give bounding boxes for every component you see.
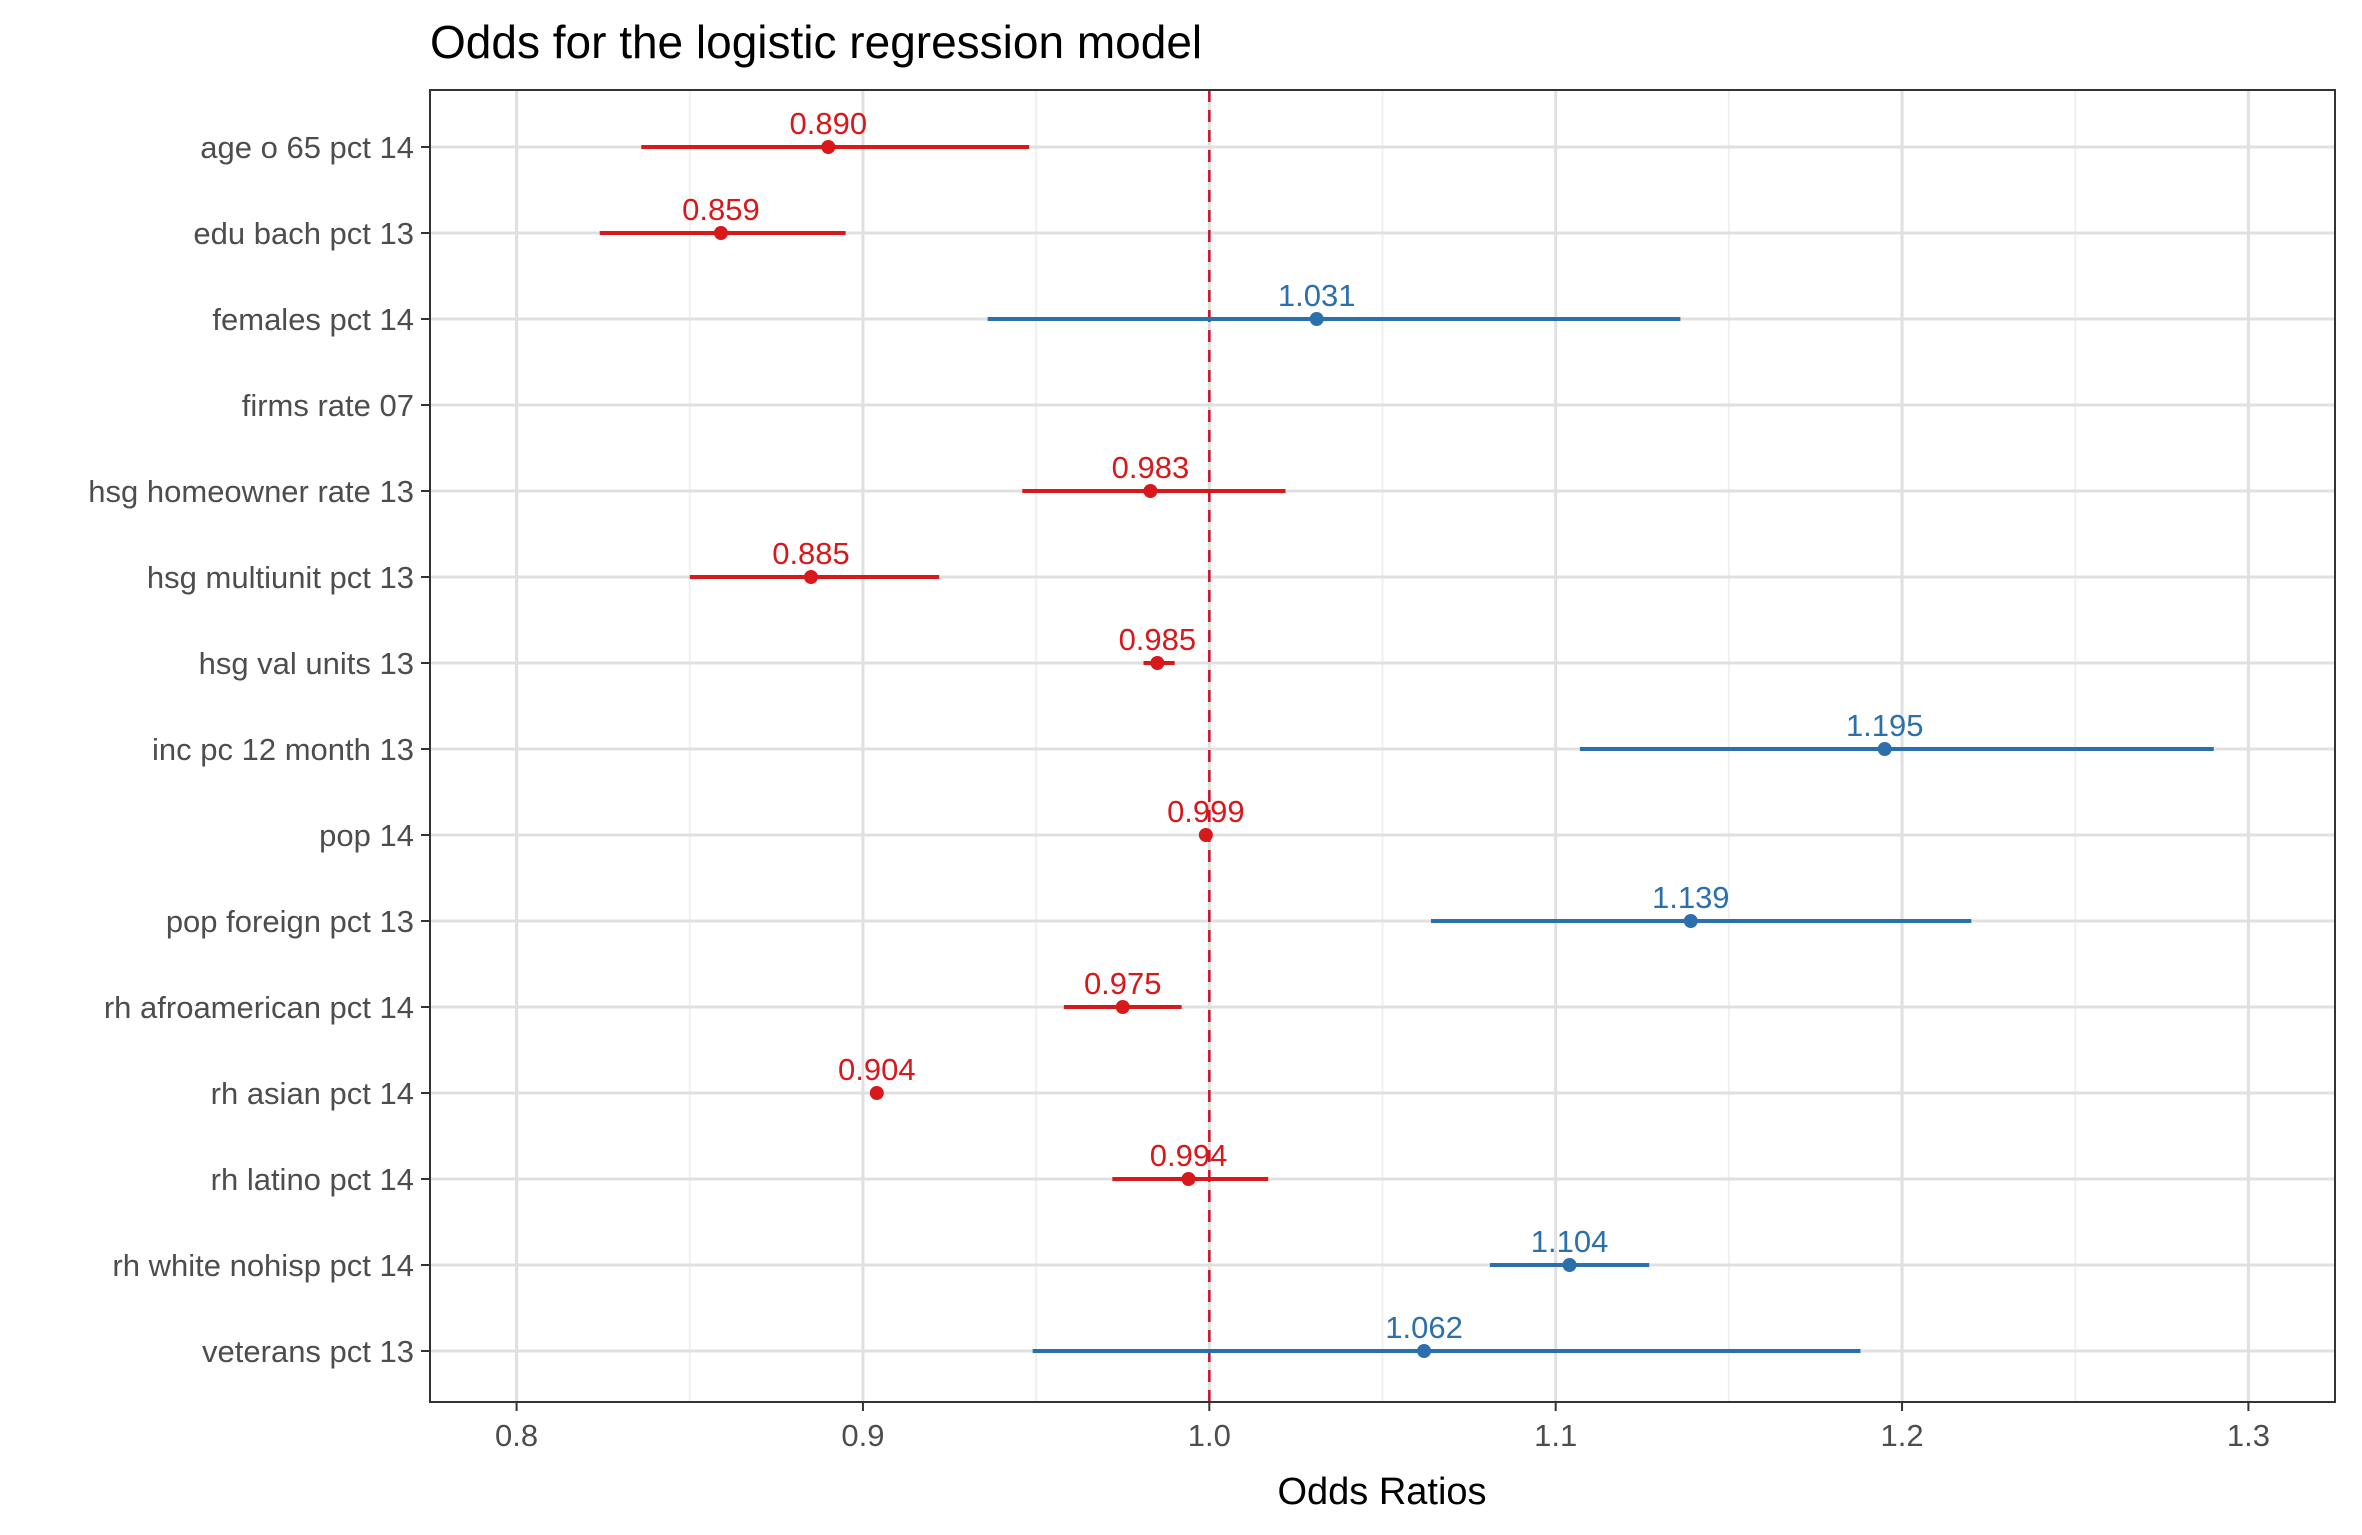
estimate-point (1143, 484, 1158, 498)
y-axis: age o 65 pct 14 edu bach pct 13 females pc… (88, 130, 430, 1369)
x-tick-label: 0.8 (495, 1418, 538, 1453)
estimate-label: 0.999 (1167, 794, 1245, 829)
y-tick-label: firms rate 07 (242, 388, 414, 423)
y-tick-label: veterans pct 13 (202, 1334, 414, 1369)
estimate-point (821, 140, 836, 154)
estimate-label: 1.104 (1531, 1224, 1609, 1259)
x-axis: 0.8 0.9 1.0 1.1 1.2 1.3 (495, 1402, 2270, 1453)
x-tick-label: 1.3 (2227, 1418, 2270, 1453)
estimate-point (1683, 914, 1698, 928)
y-tick-label: rh asian pct 14 (211, 1076, 414, 1111)
x-tick-label: 1.1 (1534, 1418, 1577, 1453)
estimate-point (1181, 1172, 1196, 1186)
y-tick-label: females pct 14 (212, 302, 414, 337)
y-tick-label: edu bach pct 13 (193, 216, 414, 251)
y-tick-label: rh white nohisp pct 14 (112, 1248, 414, 1283)
estimate-label: 0.994 (1150, 1138, 1228, 1173)
estimate-point (1150, 656, 1165, 670)
y-tick-label: pop foreign pct 13 (166, 904, 414, 939)
estimate-label: 0.885 (772, 536, 850, 571)
x-tick-label: 0.9 (841, 1418, 884, 1453)
estimate-label: 0.975 (1084, 966, 1162, 1001)
estimate-label: 0.985 (1119, 622, 1197, 657)
chart-title: Odds for the logistic regression model (430, 16, 1202, 68)
estimate-point (804, 570, 818, 584)
estimate-label: 0.859 (682, 192, 760, 227)
grid-layer (430, 90, 2335, 1402)
estimate-point (869, 1086, 884, 1100)
y-tick-label: hsg homeowner rate 13 (88, 474, 414, 509)
estimate-label: 1.139 (1652, 880, 1730, 915)
x-axis-title: Odds Ratios (1277, 1471, 1486, 1513)
y-tick-label: pop 14 (319, 818, 414, 853)
y-tick-label: rh afroamerican pct 14 (104, 990, 414, 1025)
estimate-label: 1.195 (1846, 708, 1924, 743)
estimate-label: 0.983 (1112, 450, 1190, 485)
estimate-label: 0.890 (790, 106, 868, 141)
y-tick-label: rh latino pct 14 (211, 1162, 414, 1197)
x-tick-label: 1.0 (1188, 1418, 1231, 1453)
marks-layer: 0.890 0.859 1.031 0.983 0.885 0.985 1.195 0.999… (599, 106, 2214, 1358)
estimate-label: 1.031 (1278, 278, 1356, 313)
estimate-point (1877, 742, 1892, 756)
estimate-label: 1.062 (1385, 1310, 1463, 1345)
estimate-point (1115, 1000, 1130, 1014)
panel-border (429, 89, 2336, 1403)
estimate-point (1198, 828, 1213, 842)
x-tick-label: 1.2 (1880, 1418, 1923, 1453)
estimate-label: 0.904 (838, 1052, 916, 1087)
estimate-point (1562, 1258, 1577, 1272)
estimate-point (1309, 312, 1324, 326)
y-tick-label: inc pc 12 month 13 (152, 732, 414, 767)
y-tick-label: age o 65 pct 14 (200, 130, 414, 165)
y-tick-label: hsg multiunit pct 13 (147, 560, 414, 595)
estimate-point (713, 226, 728, 240)
y-tick-label: hsg val units 13 (199, 646, 414, 681)
estimate-point (1417, 1344, 1432, 1358)
